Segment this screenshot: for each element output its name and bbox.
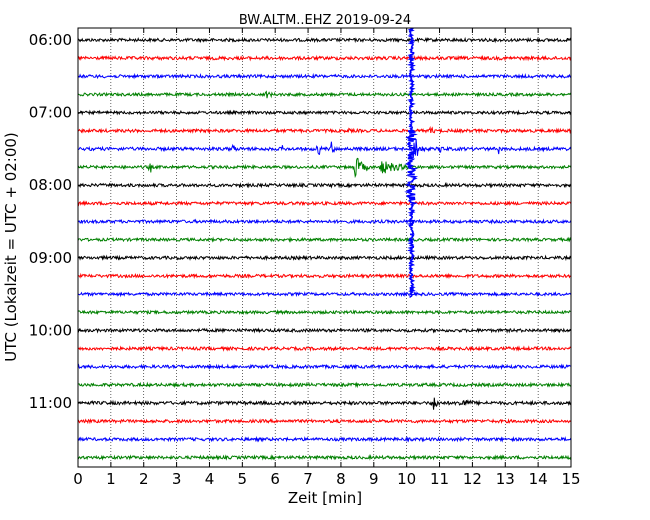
trace-row-19 [77,381,572,389]
x-tick-label: 15 [561,470,580,488]
trace-row-4 [78,109,572,116]
x-tick-label: 6 [270,470,280,488]
trace-row-14 [77,290,572,298]
y-tick-label: 08:00 [29,176,72,194]
x-tick-label: 5 [238,470,248,488]
trace-row-5 [77,125,572,135]
trace-row-3 [77,90,572,99]
x-tick-label: 1 [106,470,116,488]
trace-row-17 [77,345,572,352]
trace-row-23 [77,454,572,461]
y-tick-label: 07:00 [29,104,72,122]
trace-row-22 [77,435,572,443]
y-axis-label: UTC (Lokalzeit = UTC + 02:00) [2,132,20,362]
major-event-trace [404,27,419,298]
x-axis-ticks: 0 1 2 3 4 5 6 7 8 9 10 11 12 13 14 15 [73,28,581,488]
trace-row-1 [77,54,572,62]
y-axis-ticks: 06:00 07:00 08:00 09:00 10:00 11:00 [29,31,571,412]
trace-row-2 [77,72,572,80]
trace-row-11 [77,236,572,243]
trace-row-18 [77,363,571,371]
trace-row-8 [77,181,572,189]
y-tick-label: 06:00 [29,31,72,49]
x-tick-label: 4 [205,470,215,488]
trace-rows [77,36,572,461]
y-tick-label: 10:00 [29,321,72,339]
y-tick-label: 09:00 [29,249,72,267]
x-tick-label: 13 [496,470,515,488]
x-tick-label: 7 [303,470,313,488]
x-tick-label: 2 [139,470,149,488]
y-tick-label: 11:00 [29,394,72,412]
trace-row-21 [77,418,572,425]
trace-row-9 [77,200,572,207]
x-tick-label: 8 [336,470,346,488]
plot-frame [77,27,572,468]
chart-title: BW.ALTM..EHZ 2019-09-24 [239,13,411,28]
x-tick-label: 11 [430,470,449,488]
x-tick-label: 12 [463,470,482,488]
trace-row-7 [77,157,572,179]
trace-row-10 [77,218,572,225]
x-tick-label: 14 [529,470,548,488]
x-tick-label: 0 [73,470,83,488]
x-tick-label: 3 [172,470,182,488]
trace-row-0 [77,36,572,44]
x-tick-label: 10 [397,470,416,488]
major-event [404,27,419,298]
trace-row-16 [77,327,572,334]
trace-row-6 [77,138,572,159]
x-tick-label: 9 [369,470,379,488]
vertical-grid [110,28,539,467]
trace-row-20 [77,397,572,410]
trace-row-12 [77,254,572,262]
trace-row-13 [77,272,572,280]
x-axis-label: Zeit [min] [288,489,362,507]
trace-row-15 [77,309,571,316]
